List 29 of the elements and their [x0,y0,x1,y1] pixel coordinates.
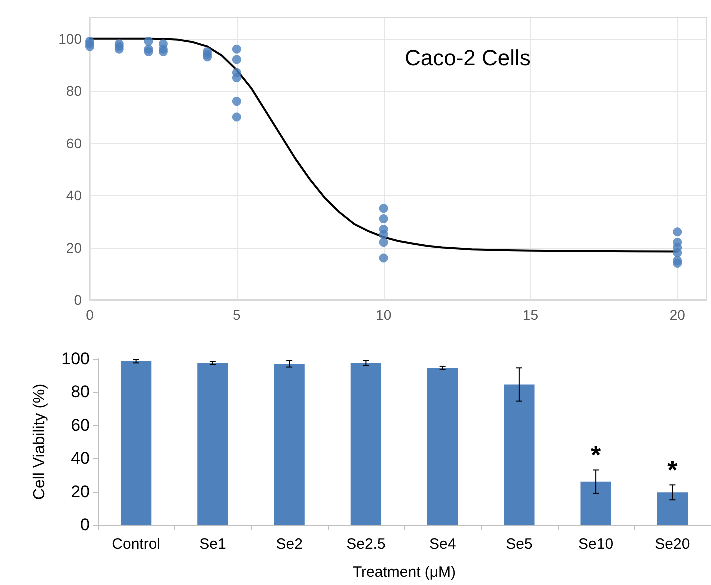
y-tick-label: 80 [71,382,90,402]
y-tick-label: 60 [71,416,90,435]
y-tick-label: 80 [66,83,82,100]
annotation: * [591,440,602,470]
x-tick-label: 5 [233,307,242,323]
y-axis-title: Cell Viability (%) [32,384,48,500]
x-tick-label: Se5 [506,536,533,553]
y-tick-label: 20 [71,482,90,502]
y-tick-label: 0 [80,516,90,534]
x-tick-label: 15 [522,307,539,323]
x-tick-label: Se20 [655,536,690,553]
y-tick-label: 20 [66,240,82,256]
annotation: * [668,455,679,486]
x-axis-title: Treatment (μM) [352,564,456,581]
y-tick-label: 40 [66,188,82,204]
x-tick-label: Se2.5 [346,536,386,553]
y-tick-label: 40 [71,449,90,468]
text: Caco-2 Cells [405,46,531,70]
x-tick-label: Se1 [200,536,226,553]
x-tick-label: 10 [376,307,392,323]
x-tick-label: 20 [670,307,686,323]
x-tick-label: Se10 [578,536,614,553]
x-tick-label: Control [112,536,160,553]
y-tick-label: 100 [62,350,90,368]
y-tick-label: 100 [58,30,82,47]
x-tick-label: Se4 [429,536,456,553]
y-tick-label: 0 [74,292,82,308]
y-tick-label: 60 [66,135,82,152]
x-tick-label: Se2 [276,536,303,553]
